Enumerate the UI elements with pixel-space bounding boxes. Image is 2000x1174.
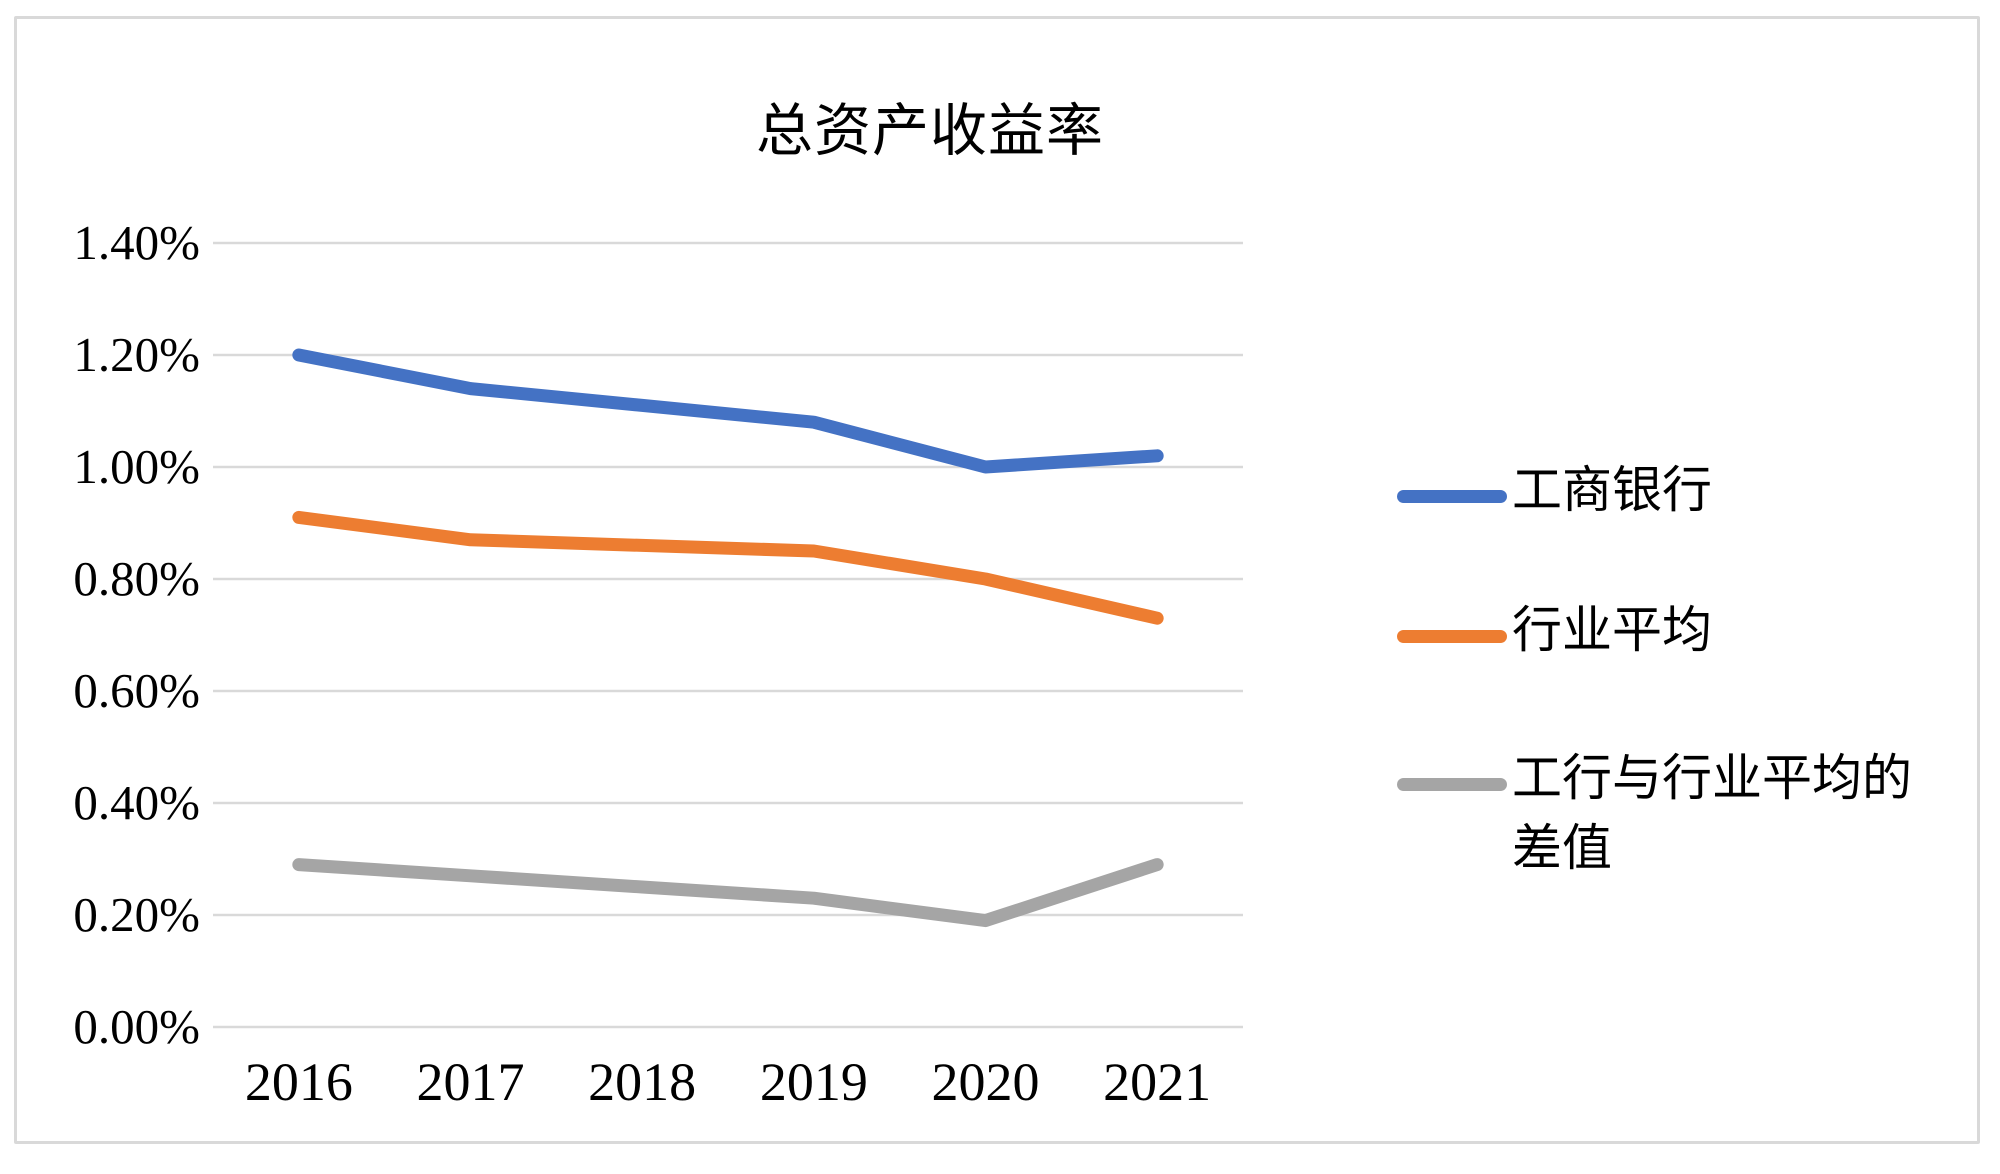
- x-axis-tick-label: 2018: [588, 1052, 697, 1112]
- x-axis-tick-label: 2021: [1103, 1052, 1212, 1112]
- legend-swatch-icon: [1397, 630, 1507, 643]
- y-axis-tick-label: 1.40%: [73, 215, 200, 270]
- x-axis-tick-label: 2016: [244, 1052, 353, 1112]
- y-axis-tick-label: 1.20%: [73, 327, 200, 382]
- y-axis-tick-label: 0.60%: [73, 663, 200, 718]
- legend-label: 行业平均: [1512, 601, 1712, 659]
- y-axis-tick-label: 0.40%: [73, 775, 200, 830]
- chart-title: 总资产收益率: [756, 98, 1104, 164]
- chart-border: [14, 16, 1980, 1144]
- y-axis-tick-label: 0.80%: [73, 551, 200, 606]
- legend-swatch-icon: [1397, 490, 1507, 503]
- legend-swatch-icon: [1397, 778, 1507, 791]
- series-line-工商银行: [292, 348, 1164, 474]
- legend-label: 工行与行业平均的差值: [1512, 749, 1912, 877]
- series-line-工行与行业平均的差值: [292, 858, 1164, 928]
- y-axis-tick-label: 1.00%: [73, 439, 200, 494]
- y-axis-tick-label: 0.20%: [73, 887, 200, 942]
- x-axis-tick-label: 2020: [931, 1052, 1040, 1112]
- y-axis-tick-label: 0.00%: [73, 999, 200, 1054]
- legend-label: 工商银行: [1512, 461, 1712, 519]
- series-line-行业平均: [292, 510, 1164, 625]
- x-axis-tick-label: 2019: [759, 1052, 868, 1112]
- x-axis-tick-label: 2017: [416, 1052, 525, 1112]
